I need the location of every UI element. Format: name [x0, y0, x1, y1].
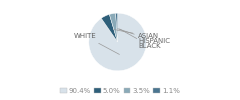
Text: ASIAN: ASIAN: [114, 30, 159, 39]
Wedge shape: [101, 14, 118, 42]
Wedge shape: [89, 13, 146, 71]
Text: BLACK: BLACK: [120, 29, 161, 49]
Text: HISPANIC: HISPANIC: [118, 29, 170, 44]
Wedge shape: [116, 13, 118, 42]
Wedge shape: [109, 13, 118, 42]
Text: WHITE: WHITE: [74, 33, 120, 54]
Legend: 90.4%, 5.0%, 3.5%, 1.1%: 90.4%, 5.0%, 3.5%, 1.1%: [58, 85, 182, 96]
